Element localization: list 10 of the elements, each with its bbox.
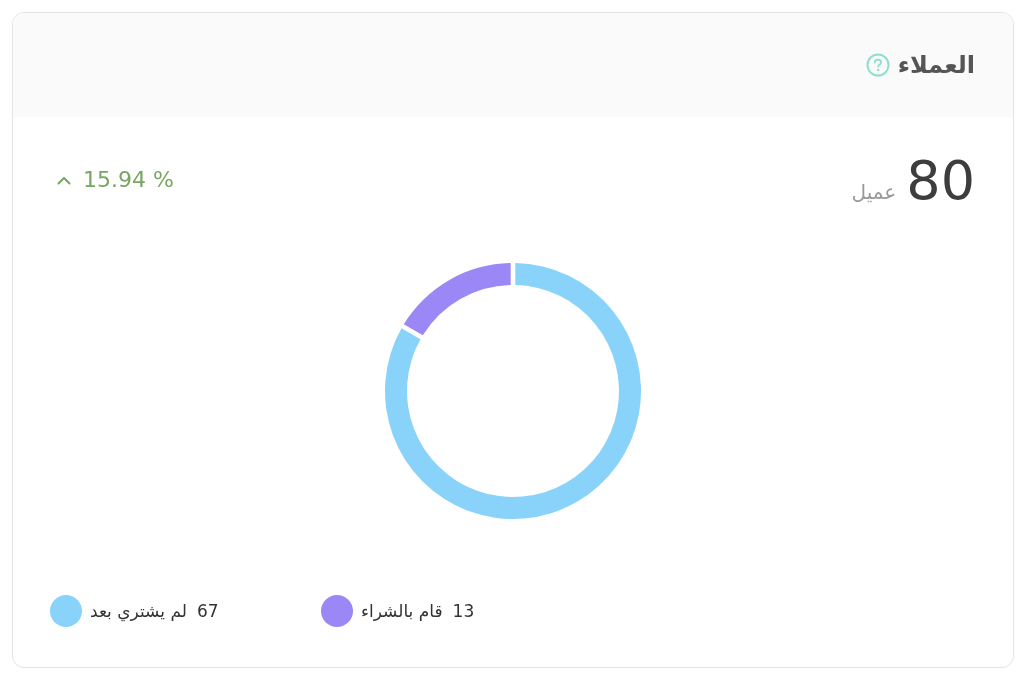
legend-label: لم يشتري بعد (90, 601, 187, 621)
legend-label: قام بالشراء (361, 601, 443, 621)
text: 15.94 % (83, 166, 174, 194)
text: العملاء (897, 50, 975, 81)
donut-slice (385, 263, 641, 519)
data-label: 13 (452, 601, 475, 621)
donut-slice (403, 263, 511, 336)
text: 80 (906, 149, 975, 213)
data-label: 67 (196, 601, 219, 621)
text: عميل (851, 180, 897, 204)
